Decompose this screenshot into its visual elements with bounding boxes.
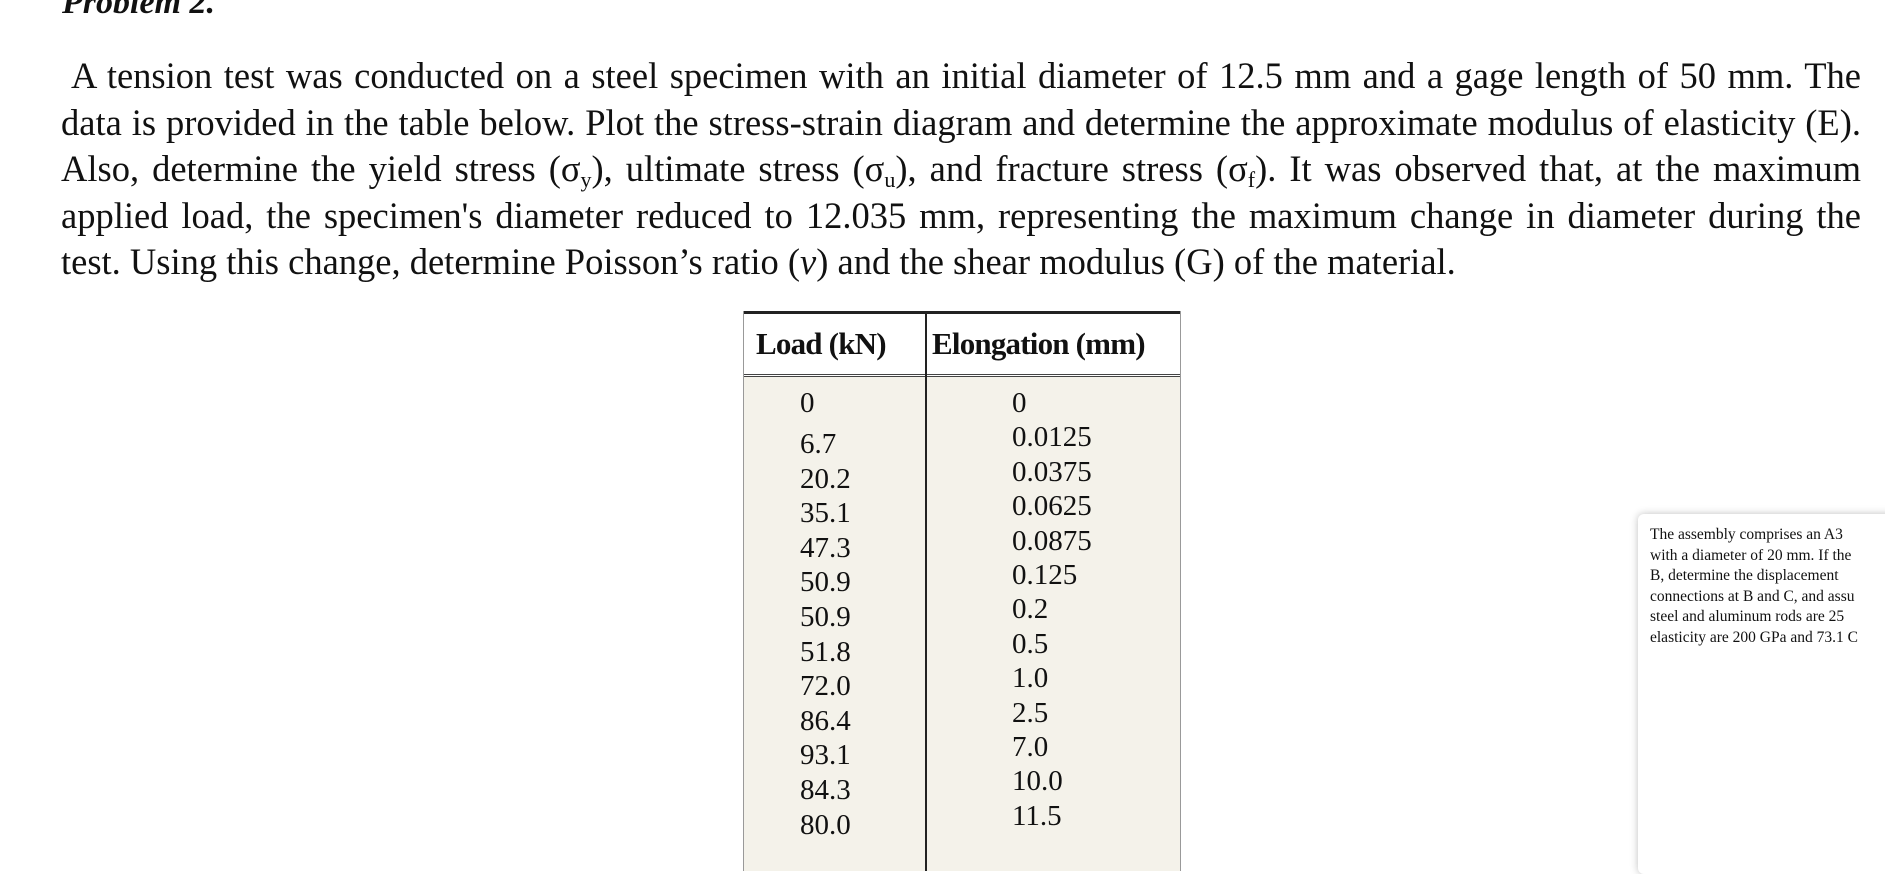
- table-cell: 35.1: [800, 497, 851, 530]
- table-cell: 0.5: [1012, 627, 1049, 660]
- panel-text-line: elasticity are 200 GPa and 73.1 C: [1650, 628, 1858, 646]
- header-cell: Elongation (mm): [932, 326, 1146, 361]
- page: Problem 2. A tension test was conducted …: [61, 0, 1861, 871]
- subscript: y: [580, 167, 592, 192]
- problem-title: Problem 2.: [62, 0, 215, 21]
- table-cell: 0.0375: [1012, 455, 1092, 488]
- subscript: f: [1247, 167, 1256, 192]
- panel-text-line: connections at B and C, and assu: [1650, 587, 1855, 605]
- table-cell: 47.3: [800, 531, 851, 564]
- problem-text: A tension test was conducted on a steel …: [61, 53, 1861, 286]
- table-cell: 86.4: [800, 704, 851, 737]
- table-cell: 84.3: [800, 774, 851, 806]
- data-table: Load (kN) Elongation (mm) 0 0 6.7 0.0125 20.…: [743, 311, 1181, 871]
- text-run: ). It was observed that, at the maximum …: [61, 148, 1861, 282]
- table-header: Load (kN) Elongation (mm): [744, 311, 1180, 377]
- text-run: A tension test was conducted on a steel …: [61, 55, 1861, 189]
- table-cell: 0.0625: [1012, 490, 1092, 523]
- panel-text-line: steel and aluminum rods are 25: [1650, 608, 1845, 625]
- table-cell: 10.0: [1012, 765, 1063, 798]
- table-cell: 20.2: [800, 462, 851, 495]
- table-cell: 0.0875: [1012, 524, 1092, 557]
- table-cell: 50.9: [800, 601, 851, 633]
- table-cell: 0: [1012, 387, 1027, 419]
- table-cell: 50.9: [800, 566, 851, 599]
- column-divider: [925, 311, 927, 871]
- side-panel: The assembly comprises an A3 with a diame…: [1638, 514, 1885, 874]
- text-run: ), and fracture stress (σ: [895, 148, 1248, 189]
- table-cell: 0.0125: [1012, 421, 1092, 454]
- header-cell: Load (kN): [756, 326, 887, 361]
- panel-text-line: B, determine the displacement: [1650, 567, 1839, 584]
- table-cell: 51.8: [800, 635, 851, 668]
- table-cell: 0.2: [1012, 593, 1049, 626]
- table-cell: 72.0: [800, 670, 851, 703]
- subscript: u: [884, 167, 896, 192]
- table-cell: 6.7: [800, 428, 837, 460]
- table-cell: 2.5: [1012, 696, 1049, 729]
- table-cell: 0.125: [1012, 559, 1078, 591]
- table-cell: 1.0: [1012, 662, 1049, 695]
- table-cell: 80.0: [800, 808, 851, 841]
- table-cell: 7.0: [1012, 731, 1049, 763]
- panel-text-line: The assembly comprises an A3: [1650, 526, 1843, 543]
- table-cell: 93.1: [800, 739, 851, 772]
- symbol: v: [800, 241, 817, 282]
- table-cell: 0: [800, 387, 815, 419]
- text-run: ), ultimate stress (σ: [591, 148, 885, 189]
- panel-text-line: with a diameter of 20 mm. If the: [1650, 546, 1852, 564]
- table-cell: 11.5: [1012, 799, 1062, 832]
- text-run: ) and the shear modulus (G) of the mater…: [816, 241, 1456, 282]
